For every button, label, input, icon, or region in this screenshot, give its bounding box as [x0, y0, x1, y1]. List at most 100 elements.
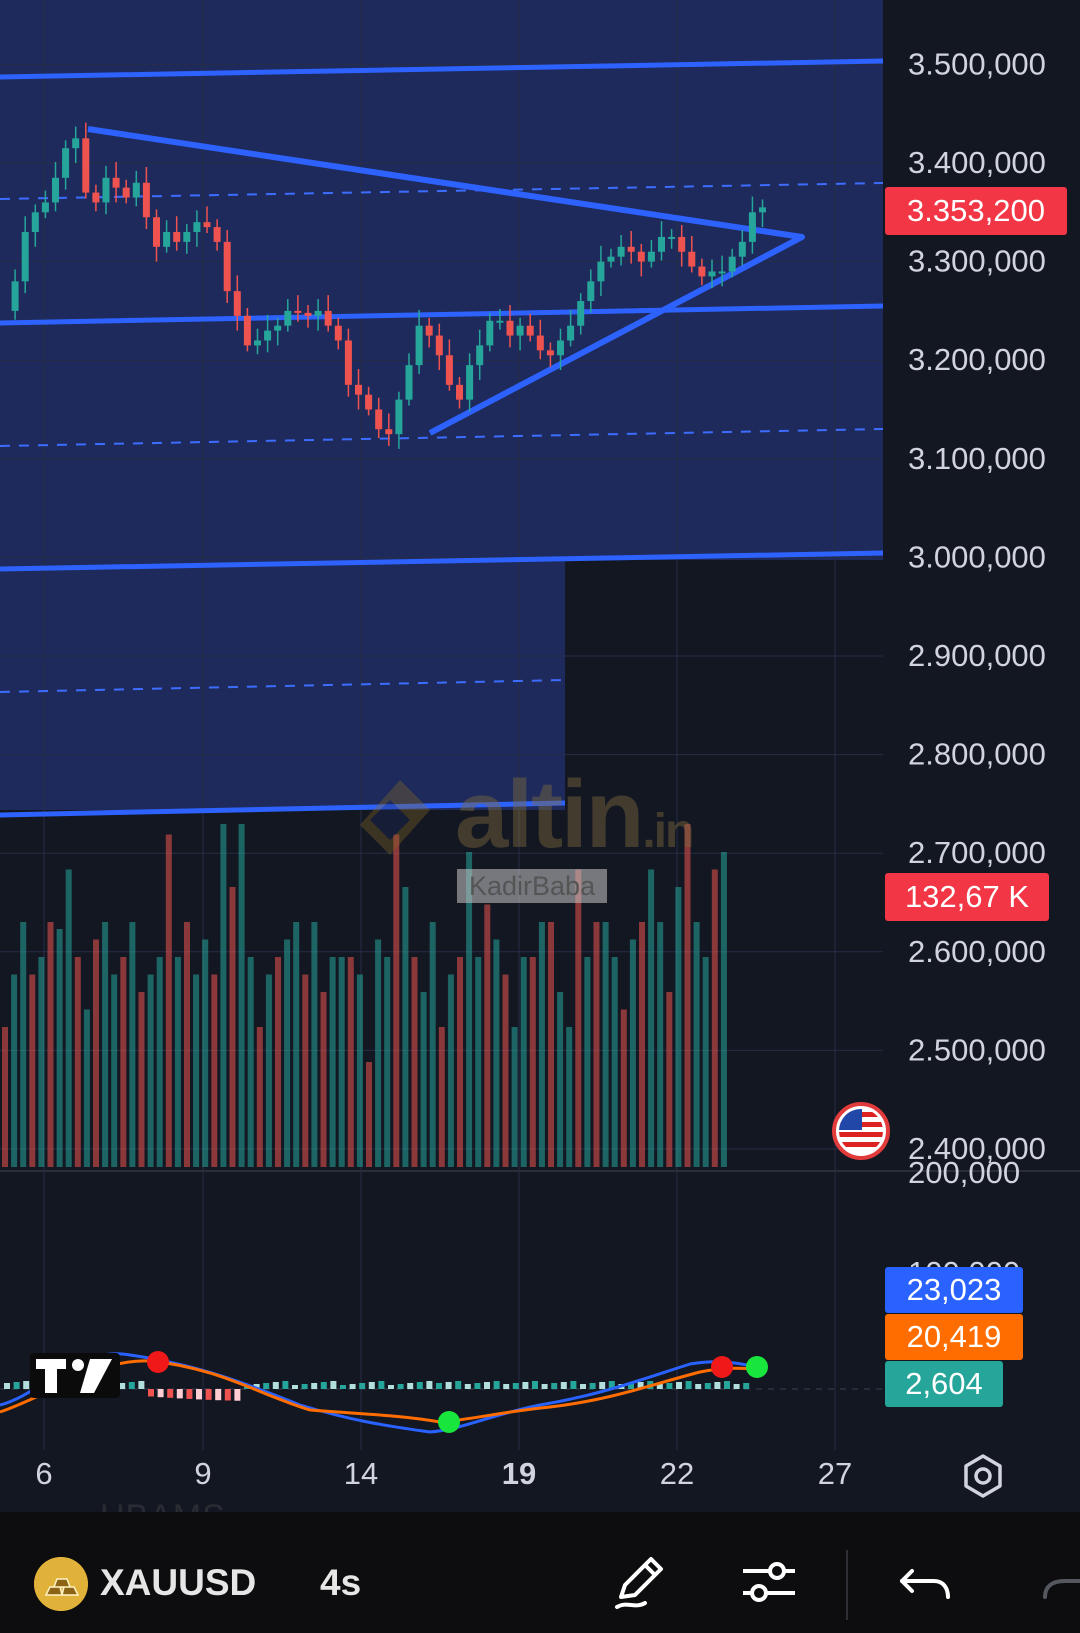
macd-histogram-bar [503, 1384, 510, 1389]
undo-icon[interactable] [890, 1547, 960, 1617]
macd-histogram-bar [23, 1381, 30, 1389]
volume-bar [466, 852, 473, 1167]
macd-histogram-bar [704, 1383, 711, 1389]
volume-bar [702, 957, 709, 1167]
macd-histogram-bar [359, 1383, 366, 1389]
macd-histogram-bar [167, 1389, 174, 1398]
volume-bar [693, 922, 700, 1167]
candle-body [122, 187, 130, 198]
candle-body [738, 241, 746, 257]
macd-value-badge: 23,023 [885, 1267, 1023, 1313]
volume-bars [2, 824, 727, 1167]
gold-bars-icon[interactable] [34, 1557, 88, 1611]
pencil-icon[interactable] [605, 1547, 675, 1617]
volume-bar [602, 922, 609, 1167]
us-flag-icon[interactable] [832, 1102, 890, 1160]
candle-body [587, 281, 595, 302]
price-axis[interactable]: 3.500,000 3.400,000 3.300,000 3.200,000 3.10… [908, 46, 1046, 1166]
price-chart[interactable]: 3.500,000 3.400,000 3.300,000 3.200,000 3.10… [0, 0, 1080, 1510]
macd-histogram-bar [157, 1389, 164, 1398]
macd-histogram-bar [186, 1389, 193, 1399]
candle-body [718, 271, 726, 274]
candle-body [213, 227, 221, 242]
volume-bar [256, 1027, 263, 1167]
macd-histogram-bar [407, 1383, 414, 1389]
volume-bar [74, 957, 81, 1167]
macd-histogram-bar [253, 1384, 260, 1389]
channel-mid-lines [0, 182, 884, 693]
macd-histogram-bar [234, 1389, 241, 1401]
candle-body [62, 148, 70, 178]
volume-bar [447, 974, 454, 1167]
macd-histogram-bar [378, 1381, 385, 1389]
volume-bar [420, 992, 427, 1167]
volume-bar [174, 957, 181, 1167]
candle-body [52, 177, 59, 203]
macd-histogram-bar [282, 1381, 289, 1389]
macd-histogram-bar [551, 1383, 558, 1389]
volume-bar [93, 939, 99, 1167]
candle-body [415, 325, 423, 366]
volume-bar [611, 957, 618, 1167]
volume-bar [138, 992, 145, 1167]
macd-cross-dot-red [711, 1356, 733, 1378]
candle-body [577, 301, 585, 326]
chart-settings-icon[interactable] [960, 1453, 1006, 1499]
macd-cross-dot-green [746, 1356, 768, 1378]
candle-body [678, 236, 686, 252]
candle-body [496, 320, 504, 323]
candle-body [11, 281, 19, 311]
candle-body [637, 251, 645, 262]
price-tick-label: 2.400,000 [908, 1131, 1046, 1166]
volume-bar [329, 957, 336, 1167]
volume-bar [29, 974, 36, 1167]
price-tick-label: 2.900,000 [908, 638, 1046, 673]
macd-histogram-bar [560, 1382, 567, 1389]
macd-histogram-bar [330, 1381, 337, 1389]
sliders-icon[interactable] [733, 1547, 803, 1617]
candle-body [658, 236, 665, 252]
volume-badge: 132,67 K [885, 873, 1049, 921]
bottom-toolbar [0, 1512, 1080, 1633]
redo-icon[interactable] [1035, 1547, 1080, 1617]
interval-button[interactable]: 4s [320, 1562, 362, 1603]
volume-bar [247, 957, 254, 1167]
candle-body [627, 246, 635, 252]
volume-bar [375, 939, 382, 1167]
candle-body [72, 138, 80, 149]
time-tick-label: 27 [818, 1456, 852, 1491]
tradingview-logo[interactable] [30, 1353, 120, 1398]
volume-bar [393, 834, 400, 1167]
volume-bar [229, 887, 236, 1167]
grid [0, 0, 883, 1450]
volume-bar [429, 922, 436, 1167]
candle-body [365, 394, 373, 410]
candle-body [173, 232, 181, 242]
volume-bar [111, 974, 118, 1167]
volume-bar [20, 922, 27, 1167]
volume-bar [347, 957, 354, 1167]
candle-body [344, 340, 352, 385]
macd-histogram-bar [532, 1381, 538, 1389]
macd-histogram-bar [176, 1389, 183, 1399]
macd-histogram-bar [656, 1384, 663, 1389]
symbol-button[interactable]: XAUUSD [100, 1562, 257, 1603]
macd-histogram-bar [368, 1382, 375, 1389]
watermark-user: KadirBaba [457, 869, 608, 903]
macd-histogram-bar [541, 1384, 548, 1389]
candle-body [617, 246, 625, 257]
volume-bar [165, 834, 172, 1167]
volume-bar [484, 904, 491, 1167]
volume-bar [2, 1027, 8, 1167]
toolbar-divider [846, 1550, 848, 1620]
volume-bar [356, 974, 363, 1167]
channel-lines[interactable] [0, 58, 884, 818]
macd-tick-label: 200,000 [908, 1155, 1020, 1190]
volume-bar [384, 957, 391, 1167]
triangle-pattern[interactable] [87, 126, 805, 436]
candle-body [759, 207, 766, 213]
time-axis[interactable]: 6 9 14 19 22 27 [35, 1456, 852, 1491]
volume-bar [629, 939, 636, 1167]
time-tick-label: 22 [660, 1456, 694, 1491]
volume-bar [302, 974, 309, 1167]
